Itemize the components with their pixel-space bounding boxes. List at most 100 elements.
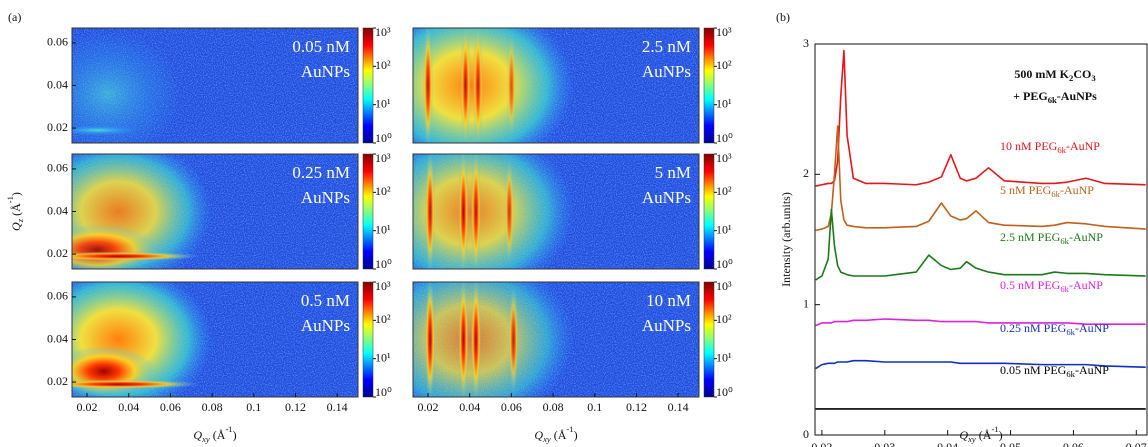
text-segment: 6k	[1057, 145, 1066, 155]
x-tick-label: 0.08	[543, 400, 564, 414]
y-tick-label: 2	[803, 166, 809, 180]
text-segment: (Å	[976, 428, 992, 442]
heatmap	[72, 282, 358, 397]
colorbar-tick-label: 10⁰	[375, 385, 392, 399]
sample-label: 10 nM	[646, 291, 691, 310]
intensity-region	[72, 251, 202, 261]
intensity-region	[72, 30, 181, 143]
plot-frame	[814, 43, 1148, 436]
colorbar	[362, 281, 374, 398]
intensity-region	[458, 282, 469, 397]
text-segment: -AuNP	[1069, 230, 1103, 244]
x-tick-label: 0.05	[1000, 440, 1021, 447]
text-segment: -1	[225, 424, 232, 434]
y-tick-label: 0.02	[47, 246, 68, 260]
intensity-region	[508, 284, 519, 395]
intensity-region	[460, 28, 471, 143]
y-tick-label: 0.06	[47, 289, 68, 303]
y-tick-label: 0	[803, 427, 809, 441]
text-segment: xy	[542, 434, 551, 444]
sample-label: 0.5 nM	[301, 291, 350, 310]
text-segment: 2.5 nM PEG	[1000, 230, 1061, 244]
text-segment: 5 nM PEG	[1000, 183, 1052, 197]
colorbar	[703, 153, 715, 270]
x-axis-label: Qxy (Å-1)	[193, 424, 236, 444]
heatmap	[72, 154, 358, 269]
y-tick-label: 0.04	[47, 77, 68, 91]
intensity-region	[470, 282, 482, 397]
y-tick-label: 0.02	[47, 374, 68, 388]
sample-label: AuNPs	[642, 62, 691, 81]
intensity-region	[506, 30, 517, 141]
colorbar-tick-label: 10³	[375, 279, 391, 293]
colorbar	[362, 153, 374, 270]
colorbar	[703, 281, 715, 398]
colorbar-tick-label: 10²	[375, 58, 391, 72]
annotation: + PEG6k-AuNPs	[1013, 89, 1097, 105]
colorbar-tick-label: 10²	[716, 312, 732, 326]
colorbar-tick-label: 10²	[375, 184, 391, 198]
series-label: 2.5 nM PEG6k-AuNP	[1000, 230, 1103, 246]
colorbar-tick-label: 10¹	[375, 222, 391, 236]
text-segment: 0.05 nM PEG	[1000, 363, 1067, 377]
text-segment: -AuNPs	[1057, 89, 1097, 103]
x-tick-label: 0.14	[327, 400, 348, 414]
series-line	[815, 318, 1146, 327]
sample-label: AuNPs	[301, 62, 350, 81]
series-label: 0.25 nM PEG6k-AuNP	[1000, 321, 1109, 337]
text-segment: -1	[566, 424, 573, 434]
colorbar-tick-label: 10³	[375, 151, 391, 165]
intensity-region	[504, 156, 515, 267]
y-tick-label: 0.06	[47, 161, 68, 175]
text-segment: -AuNP	[1060, 183, 1094, 197]
text-segment: )	[999, 428, 1003, 442]
x-tick-label: 0.06	[501, 400, 522, 414]
text-segment: 6k	[1060, 284, 1069, 294]
text-segment: 0.25 nM PEG	[1000, 321, 1067, 335]
text-segment: 6k	[1051, 189, 1060, 199]
colorbar-tick-label: 10³	[716, 151, 732, 165]
x-tick-label: 0.1	[587, 400, 602, 414]
colorbar-tick-label: 10⁰	[716, 385, 733, 399]
intensity-region	[424, 282, 436, 397]
sample-label: 0.25 nM	[292, 163, 350, 182]
text-segment: 0.5 nM PEG	[1000, 278, 1061, 292]
intensity-region	[413, 28, 574, 143]
sample-label: AuNPs	[301, 316, 350, 335]
colorbar-tick-label: 10³	[716, 279, 732, 293]
text-segment: Q	[959, 428, 968, 442]
y-tick-label: 0.06	[47, 35, 68, 49]
x-tick-label: 0.12	[626, 400, 647, 414]
text-segment: -AuNP	[1075, 363, 1109, 377]
series-line	[815, 49, 1146, 187]
x-tick-label: 0.04	[459, 400, 480, 414]
text-segment: xy	[967, 434, 976, 444]
intensity-region	[72, 345, 156, 397]
colorbar-tick-label: 10⁰	[375, 131, 392, 145]
text-segment: )	[574, 428, 578, 442]
colorbar-tick-label: 10¹	[716, 222, 732, 236]
colorbar-tick-label: 10³	[716, 25, 732, 39]
text-segment: -AuNP	[1069, 278, 1103, 292]
x-tick-label: 0.07	[1126, 440, 1147, 447]
x-tick-label: 0.04	[118, 400, 139, 414]
colorbar-tick-label: 10⁰	[716, 257, 733, 271]
text-segment: Q	[193, 428, 202, 442]
sample-label: AuNPs	[642, 316, 691, 335]
series-label: 0.05 nM PEG6k-AuNP	[1000, 363, 1109, 379]
colorbar-tick-label: 10¹	[716, 96, 732, 110]
colorbar-tick-label: 10¹	[375, 96, 391, 110]
heatmap	[72, 28, 358, 143]
y-tick-label: 0.04	[47, 331, 68, 345]
colorbar-tick-label: 10²	[716, 184, 732, 198]
colorbar-tick-label: 10⁰	[716, 131, 733, 145]
text-segment: 500 mM K	[1014, 67, 1069, 81]
y-tick-label: 0.04	[47, 203, 68, 217]
colorbar	[703, 27, 715, 144]
intensity-region	[472, 28, 484, 143]
x-tick-label: 0.06	[160, 400, 181, 414]
series-line	[815, 125, 1146, 232]
text-segment: + PEG	[1013, 89, 1048, 103]
